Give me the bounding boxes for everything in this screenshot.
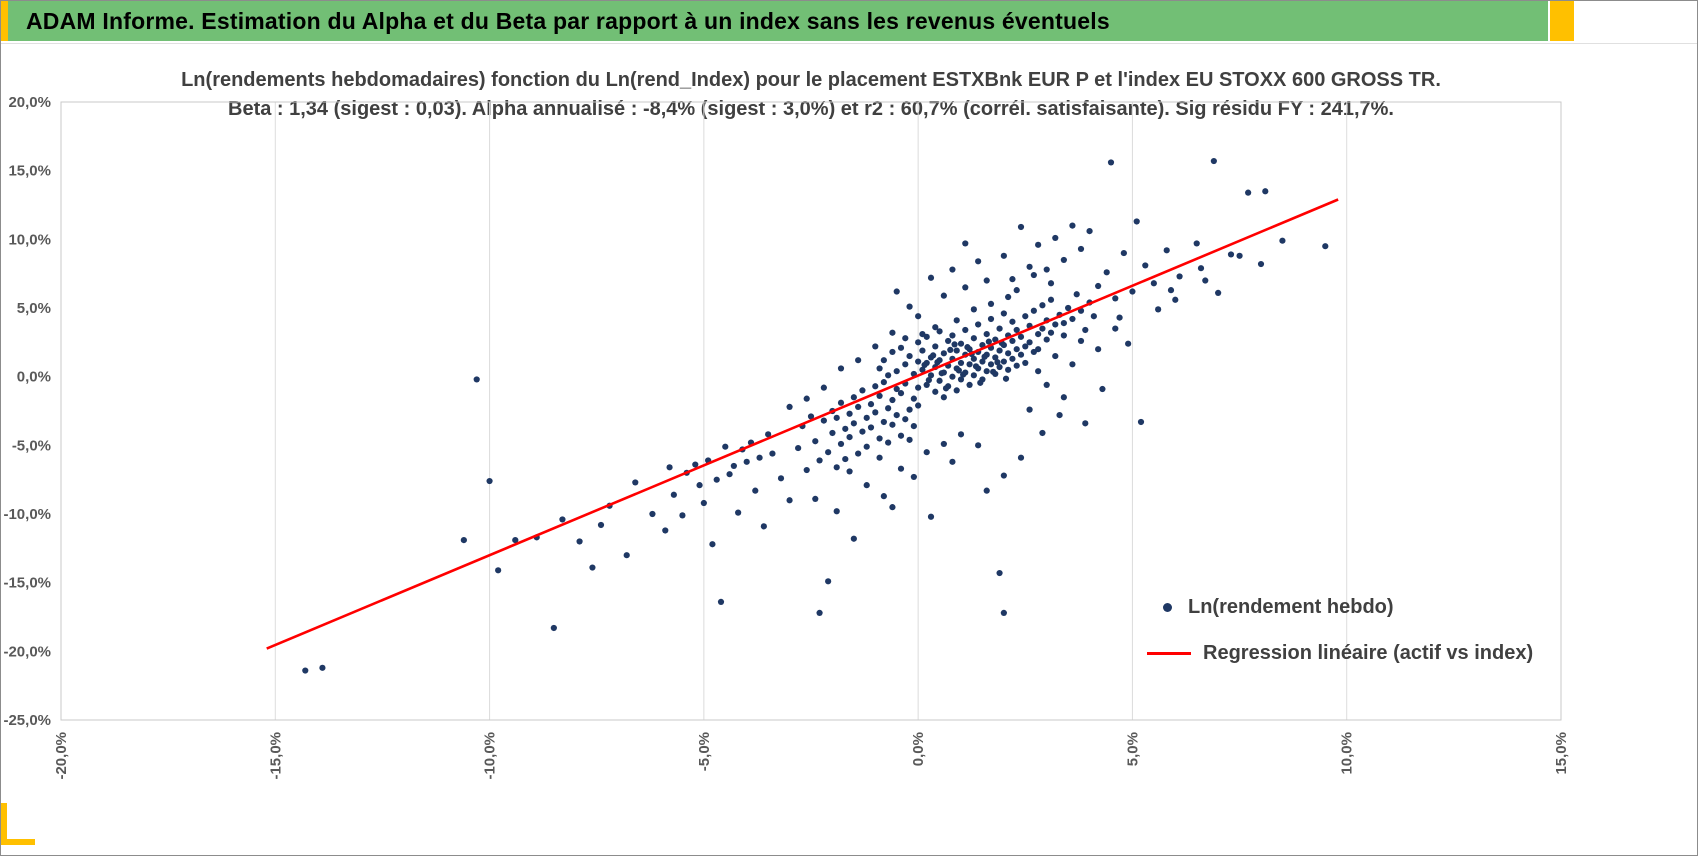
yellow-accent-bottom-left-horizontal [1,839,35,845]
legend-regression-label: Regression linéaire (actif vs index) [1203,641,1534,664]
app-header: ADAM Informe. Estimation du Alpha et du … [1,1,1697,43]
legend-scatter-label: Ln(rendement hebdo) [1188,595,1394,618]
svg-text:15,0%: 15,0% [1553,732,1570,775]
svg-text:-5,0%: -5,0% [696,732,713,771]
app-header-bar: ADAM Informe. Estimation du Alpha et du … [8,1,1548,41]
svg-text:-10,0%: -10,0% [3,506,51,523]
svg-text:0,0%: 0,0% [910,732,927,766]
svg-text:15,0%: 15,0% [8,163,51,180]
regression-line-icon [1147,651,1191,655]
scatter-points [302,157,1329,674]
scatter-plot: 20,0% 15,0% 10,0% 5,0% 0,0% -5,0% -10,0% -15,0%… [3,94,1570,780]
chart-title-line2: Beta : 1,34 (sigest : 0,03). Alpha annua… [228,98,1394,120]
yellow-accent-left [1,1,8,41]
svg-text:-15,0%: -15,0% [3,575,51,592]
x-axis-labels: -20,0% -15,0% -10,0% -5,0% 0,0% 5,0% 10,0% 15,0… [53,732,1570,780]
yellow-accent-bottom-left-vertical [1,803,7,839]
svg-text:-5,0%: -5,0% [12,437,51,454]
svg-text:5,0%: 5,0% [17,300,51,317]
svg-text:-10,0%: -10,0% [482,732,499,780]
legend-item-regression: Regression linéaire (actif vs index) [1147,638,1533,668]
scatter-marker-icon [1163,602,1172,612]
svg-text:-20,0%: -20,0% [3,643,51,660]
chart-title-line1: Ln(rendements hebdomadaires) fonction du… [181,69,1441,91]
svg-text:10,0%: 10,0% [1339,732,1356,775]
svg-text:20,0%: 20,0% [8,94,51,111]
plot-border [60,101,1562,721]
chart-area: Ln(rendements hebdomadaires) fonction du… [1,43,1697,855]
legend-item-scatter: Ln(rendement hebdo) [1147,592,1533,622]
yellow-accent-right [1550,1,1574,41]
svg-text:-25,0%: -25,0% [3,712,51,729]
chart-legend: Ln(rendement hebdo) Regression linéaire … [1147,592,1533,668]
svg-text:5,0%: 5,0% [1124,732,1141,766]
y-axis-labels: 20,0% 15,0% 10,0% 5,0% 0,0% -5,0% -10,0% -15,0%… [3,94,51,729]
svg-text:10,0%: 10,0% [8,231,51,248]
svg-text:-15,0%: -15,0% [267,732,284,780]
page-title: ADAM Informe. Estimation du Alpha et du … [26,7,1110,34]
svg-text:0,0%: 0,0% [17,369,51,386]
svg-text:-20,0%: -20,0% [53,732,70,780]
regression-line [266,198,1339,650]
